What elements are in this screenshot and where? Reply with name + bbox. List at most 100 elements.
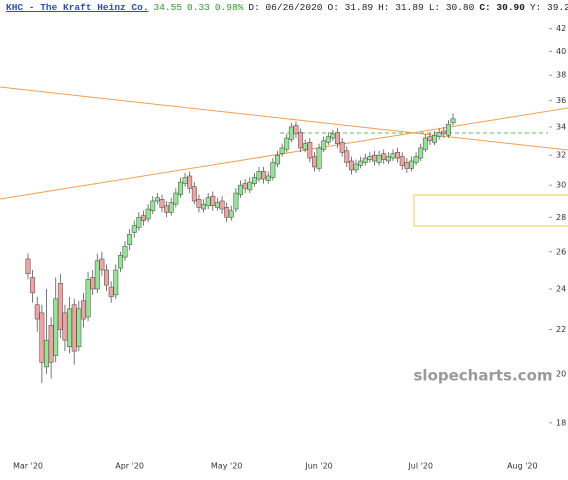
- candle-body: [325, 136, 331, 143]
- candle-body: [117, 255, 123, 269]
- candle-body: [178, 181, 183, 195]
- candle-body: [418, 147, 424, 159]
- candle-body: [53, 298, 59, 356]
- candle-body: [381, 153, 387, 160]
- candle-body: [335, 132, 340, 144]
- candle-body: [302, 143, 308, 150]
- candle-body: [85, 279, 91, 318]
- candle-body: [261, 171, 267, 180]
- y-tick-label: 24: [556, 285, 566, 294]
- candle-body: [307, 142, 313, 159]
- candle-body: [159, 199, 165, 208]
- candle-body: [182, 177, 188, 184]
- candle-body: [399, 156, 405, 166]
- candle-body: [57, 282, 63, 330]
- candle-body: [228, 210, 234, 218]
- open: O: 31.89: [327, 2, 374, 13]
- candle-body: [404, 162, 410, 169]
- change: 0.33: [187, 2, 210, 13]
- candle-body: [25, 258, 31, 274]
- x-tick-label: Apr '20: [115, 462, 144, 471]
- candle-body: [164, 205, 170, 213]
- candle-body: [316, 147, 322, 169]
- y-tick-label: 40: [556, 47, 566, 56]
- y-tick-label: 18: [556, 418, 566, 427]
- y-tick-label: 34: [556, 122, 566, 131]
- y-tick-label: 36: [556, 96, 566, 105]
- candle-body: [242, 183, 248, 189]
- candle-body: [94, 260, 100, 290]
- candle-body: [385, 156, 391, 162]
- y-tick-label: 38: [556, 71, 566, 80]
- candle-body: [191, 186, 197, 202]
- candle-body: [339, 142, 345, 153]
- symbol[interactable]: KHC - The Kraft Heinz Co.: [6, 2, 149, 13]
- high: H: 31.89: [378, 2, 424, 13]
- candle-body: [445, 123, 451, 136]
- candle-body: [348, 160, 354, 171]
- candle-body: [233, 192, 239, 210]
- candle-body: [288, 126, 294, 140]
- candle-body: [150, 200, 156, 211]
- candle-body: [141, 215, 146, 221]
- candle-body: [436, 132, 442, 137]
- low: L: 30.80: [428, 2, 475, 13]
- candle-body: [413, 156, 419, 163]
- candle-body: [127, 233, 133, 245]
- candle-body: [219, 200, 225, 210]
- candle-body: [48, 325, 54, 363]
- zone-box: [413, 194, 568, 227]
- candle-body: [80, 300, 86, 320]
- candle-body: [372, 154, 377, 162]
- trend-line: [0, 86, 568, 151]
- candle-body: [90, 277, 96, 290]
- candle-body: [298, 132, 304, 149]
- candle-body: [62, 312, 68, 341]
- candle-body: [279, 147, 285, 154]
- candle-body: [168, 202, 174, 213]
- candle-body: [265, 175, 271, 181]
- candle-body: [44, 339, 49, 368]
- candle-body: [214, 202, 220, 208]
- y-tick-label: 20: [556, 369, 566, 378]
- y-tick-label: 22: [556, 325, 566, 334]
- x-tick-label: Jul '20: [407, 462, 433, 471]
- x-tick-label: May '20: [211, 462, 242, 471]
- close: C: 30.90: [479, 2, 525, 13]
- watermark: slopecharts.com: [414, 367, 553, 385]
- candle-body: [251, 177, 257, 184]
- candle-body: [154, 197, 160, 202]
- candle-body: [270, 162, 276, 178]
- candle-body: [362, 157, 368, 163]
- candle-body: [256, 171, 262, 180]
- header: KHC - The Kraft Heinz Co. 34.55 0.33 0.98% D…: [6, 2, 568, 13]
- x-tick-label: Jun '20: [304, 462, 332, 471]
- candle-body: [367, 156, 373, 160]
- candle-body: [173, 192, 179, 205]
- y-tick-label: 26: [556, 247, 566, 256]
- candle-body: [390, 153, 396, 159]
- candle-body: [34, 304, 40, 320]
- candle-body: [238, 184, 243, 195]
- candle-body: [344, 150, 350, 163]
- candle-body: [205, 197, 211, 207]
- candle-body: [122, 246, 128, 258]
- x-tick-label: Mar '20: [13, 462, 43, 471]
- y-tick-label: 30: [556, 181, 566, 190]
- candle-body: [330, 133, 336, 139]
- candle-body: [441, 130, 447, 135]
- candle-body: [113, 269, 119, 296]
- candle-body: [131, 225, 137, 233]
- candle-body: [196, 199, 202, 208]
- candle-body: [30, 277, 36, 294]
- candle-body: [39, 312, 45, 363]
- candle-body: [293, 125, 299, 135]
- candle-body: [427, 136, 433, 142]
- candle-body: [376, 154, 382, 163]
- candle-body: [247, 181, 253, 191]
- candle-body: [201, 203, 207, 210]
- y: Y: 39.20: [529, 2, 568, 13]
- y-tick-label: 28: [556, 213, 566, 222]
